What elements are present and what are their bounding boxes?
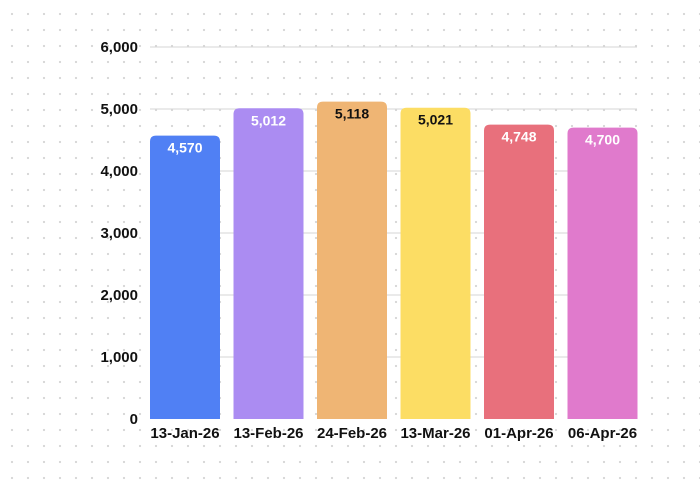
bar bbox=[484, 124, 554, 420]
bar-value-label: 4,570 bbox=[167, 140, 202, 156]
x-tick-label: 13-Mar-26 bbox=[400, 425, 470, 442]
y-tick-label: 2,000 bbox=[100, 287, 138, 304]
x-tick-label: 01-Apr-26 bbox=[484, 425, 553, 442]
bar bbox=[400, 107, 471, 419]
bar-value-label: 4,700 bbox=[585, 132, 620, 148]
bar-value-label: 5,118 bbox=[335, 106, 369, 122]
x-tick-label: 13-Jan-26 bbox=[150, 425, 219, 442]
y-tick-label: 4,000 bbox=[100, 163, 138, 180]
x-tick-label: 24-Feb-26 bbox=[317, 425, 387, 442]
gridlines bbox=[150, 46, 637, 358]
x-axis-ticks: 13-Jan-26 13-Feb-26 24-Feb-26 13-Mar-26 01-A… bbox=[150, 425, 637, 442]
bar-value-label: 5,021 bbox=[418, 112, 453, 128]
bar bbox=[233, 108, 304, 420]
bars bbox=[150, 101, 638, 420]
y-tick-label: 3,000 bbox=[100, 225, 138, 242]
x-tick-label: 13-Feb-26 bbox=[233, 425, 303, 442]
bar bbox=[150, 135, 220, 419]
bar bbox=[567, 127, 638, 419]
y-tick-label: 0 bbox=[130, 411, 138, 428]
y-axis-ticks: 0 1,000 2,000 3,000 4,000 5,000 6,000 bbox=[100, 39, 138, 428]
bar-value-label: 5,012 bbox=[251, 112, 286, 128]
x-tick-label: 06-Apr-26 bbox=[568, 425, 637, 442]
value-labels: 4,570 5,012 5,118 5,021 4,748 4,700 bbox=[167, 106, 620, 156]
bar bbox=[317, 101, 387, 420]
y-tick-label: 1,000 bbox=[100, 349, 138, 366]
y-tick-label: 5,000 bbox=[100, 101, 138, 118]
y-tick-label: 6,000 bbox=[100, 39, 138, 56]
bar-value-label: 4,748 bbox=[501, 129, 536, 145]
